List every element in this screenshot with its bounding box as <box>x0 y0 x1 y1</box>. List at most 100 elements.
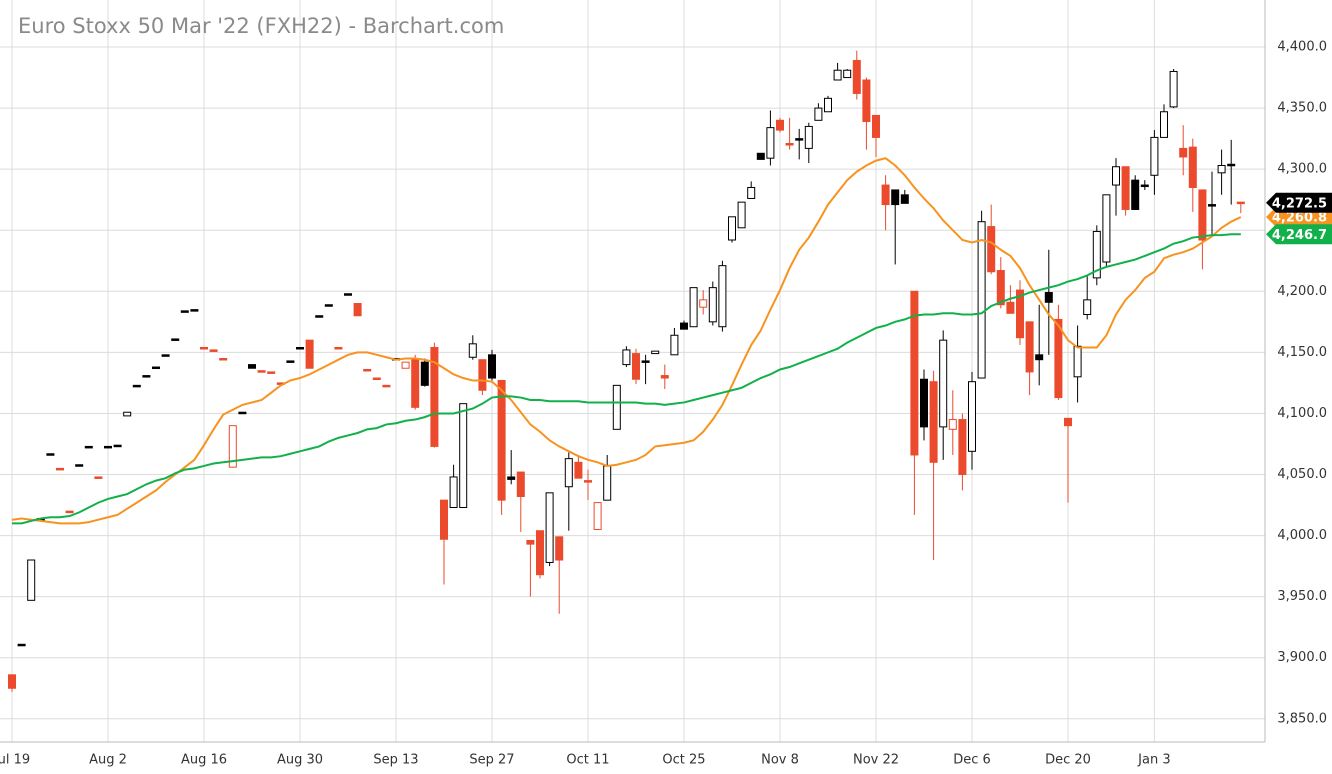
candle-body <box>1179 147 1188 158</box>
candle-body <box>1006 301 1015 314</box>
candle-body <box>104 445 112 449</box>
x-tick-label: Aug 2 <box>89 753 127 768</box>
candle-body <box>334 346 343 350</box>
candle-body <box>1083 299 1092 316</box>
candle-body <box>843 69 852 79</box>
moving-average-line <box>12 233 1241 525</box>
x-tick-label: Oct 25 <box>662 753 705 768</box>
candle-body <box>401 361 410 369</box>
candle-body <box>1121 166 1130 210</box>
candle-body <box>344 293 352 296</box>
candle-body <box>219 357 228 361</box>
candle-body <box>814 107 823 121</box>
x-tick-label: Oct 11 <box>566 753 609 768</box>
candle-body <box>248 364 256 369</box>
last-value-badge <box>1266 224 1332 245</box>
candle-body <box>440 499 448 540</box>
candle-body <box>46 453 55 456</box>
candle-body <box>478 359 487 391</box>
candle-body <box>766 127 775 159</box>
candle-body <box>209 349 218 352</box>
y-tick-label: 4,050.0 <box>1277 467 1327 482</box>
x-tick-label: Dec 20 <box>1045 753 1091 768</box>
candle-body <box>286 360 295 363</box>
y-tick-label: 4,100.0 <box>1277 406 1327 421</box>
x-tick-label: Nov 8 <box>761 753 799 768</box>
candle-body <box>977 221 986 379</box>
candle-body <box>372 377 381 381</box>
candle-body <box>257 370 266 373</box>
candle-body <box>526 539 535 545</box>
last-value-label: 4,260.8 <box>1272 211 1327 226</box>
candle-body <box>564 458 573 488</box>
candle-body <box>881 184 890 206</box>
x-tick-label: Nov 22 <box>853 753 899 768</box>
last-value-label: 4,272.5 <box>1272 196 1327 211</box>
x-tick-label: Aug 30 <box>277 753 323 768</box>
candle-body <box>132 384 141 388</box>
candle-body <box>1092 230 1101 279</box>
candle-body <box>872 114 880 138</box>
candle-body <box>305 339 314 369</box>
candle-body <box>622 349 631 366</box>
candle-body <box>939 339 948 428</box>
y-tick-label: 4,300.0 <box>1277 162 1327 177</box>
candle-body <box>363 368 372 372</box>
candle-body <box>296 346 304 350</box>
candle-body <box>459 403 468 508</box>
candle-body <box>1140 184 1149 188</box>
candle-body <box>315 315 324 318</box>
candle-body <box>833 69 842 81</box>
moving-average-line <box>11 157 1242 525</box>
chart-title: Euro Stoxx 50 Mar '22 (FXH22) - Barchart… <box>18 14 504 38</box>
y-tick-label: 4,150.0 <box>1277 345 1327 360</box>
y-tick-label: 3,850.0 <box>1277 711 1327 726</box>
candle-body <box>785 143 794 146</box>
candle-body <box>584 480 592 483</box>
candle-body <box>238 411 247 415</box>
candle-body <box>152 366 160 370</box>
candle-body <box>84 445 93 449</box>
y-tick-label: 3,900.0 <box>1277 650 1327 665</box>
candle-body <box>756 152 765 160</box>
candle-body <box>728 216 736 241</box>
candle-body <box>468 343 477 358</box>
candle-body <box>574 461 583 479</box>
candle-body <box>1073 345 1082 378</box>
candle-body <box>1160 111 1168 138</box>
x-tick-label: Jan 3 <box>1137 753 1170 768</box>
candle-body <box>1227 163 1236 167</box>
candle-body <box>113 444 122 448</box>
candle-body <box>1064 417 1072 427</box>
candle-body <box>161 354 170 357</box>
candle-body <box>449 476 458 508</box>
candle-body <box>824 97 832 113</box>
candle-body <box>900 194 909 204</box>
candle-body <box>190 309 199 312</box>
candle-body <box>968 381 976 452</box>
candle-body <box>929 381 938 463</box>
y-tick-label: 4,200.0 <box>1277 284 1327 299</box>
candle-body <box>17 643 26 647</box>
candle-body <box>27 559 36 601</box>
candle-body <box>123 411 132 417</box>
candle-body <box>996 270 1005 306</box>
candle-body <box>430 346 439 447</box>
candle-body <box>1044 292 1053 303</box>
candle-body <box>670 334 679 356</box>
candle-body <box>1208 204 1216 207</box>
candle-body <box>1102 194 1111 263</box>
candle-body <box>641 360 650 363</box>
x-tick-label: Sep 13 <box>373 753 418 768</box>
candle-body <box>891 189 900 206</box>
candle-body <box>776 119 784 131</box>
candle-body <box>948 419 957 430</box>
candle-body <box>737 201 746 229</box>
candle-body <box>1236 201 1245 205</box>
candle-body <box>612 384 621 430</box>
candle-body <box>75 464 84 467</box>
candle-body <box>324 304 333 307</box>
candle-body <box>200 346 208 350</box>
candle-body <box>699 299 708 308</box>
candle-body <box>382 384 391 388</box>
